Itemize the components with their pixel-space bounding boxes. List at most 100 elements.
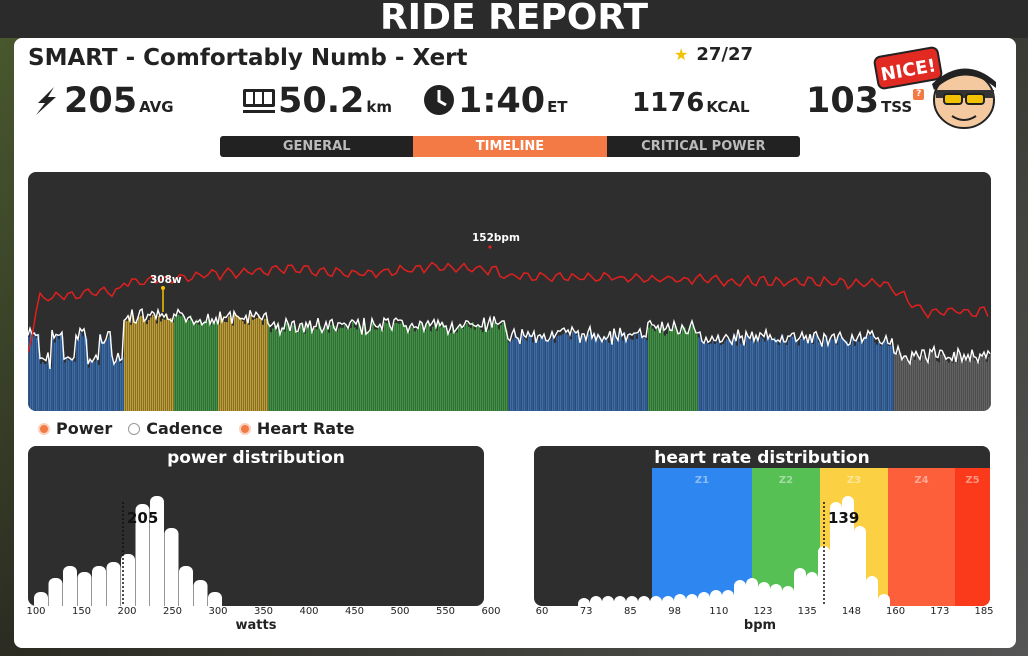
timeline-plot: 308w 152bpm: [28, 232, 991, 411]
axis-tick: 160: [886, 606, 906, 617]
power-dist-bar: [34, 592, 48, 606]
axis-tick: 500: [390, 606, 410, 617]
axis-tick: 400: [299, 606, 319, 617]
hr-dist-bar: [722, 590, 734, 606]
time-value: 1:40: [458, 81, 546, 121]
clock-icon: [424, 85, 454, 115]
axis-tick: 135: [797, 606, 817, 617]
hr-zone-label: Z4: [914, 475, 928, 486]
axis-tick: 85: [624, 606, 637, 617]
power-toggle-icon: [38, 422, 50, 435]
hr-dist-bar: [662, 596, 674, 606]
power-axis-label: watts: [235, 618, 277, 633]
axis-tick: 60: [535, 606, 549, 617]
hr-dist-bar: [602, 596, 614, 606]
tss-stat: 103 TSS ?: [806, 80, 925, 121]
axis-tick: 300: [208, 606, 228, 617]
hr-dist-bar: [830, 502, 842, 606]
cadence-toggle-icon: [128, 422, 141, 435]
power-dist-bar: [121, 554, 135, 606]
legend-cadence[interactable]: Cadence: [128, 419, 223, 438]
hr-dist-bar: [746, 578, 758, 606]
tss-value: 103: [806, 81, 880, 121]
power-avg-label: 205: [127, 509, 158, 527]
power-dist-bar: [92, 566, 106, 606]
cadence-line: [28, 307, 991, 370]
heart-rate-line: [28, 261, 989, 353]
hr-dist-bar: [710, 590, 722, 606]
hr-dist-bar: [578, 598, 590, 606]
tab-general[interactable]: GENERAL: [220, 136, 414, 157]
axis-tick: 110: [709, 606, 729, 617]
axis-tick: 550: [435, 606, 456, 617]
hr-dist-bar: [782, 586, 794, 606]
power-peak-label: 308w: [150, 274, 182, 286]
lightning-icon: [36, 87, 56, 115]
axis-tick: 200: [117, 606, 137, 617]
page-title: RIDE REPORT: [379, 0, 649, 38]
power-distribution-chart: 205 power distribution: [28, 446, 484, 606]
axis-tick: 600: [481, 606, 501, 617]
axis-tick: 73: [579, 606, 593, 617]
power-distribution-plot: 205: [34, 496, 222, 606]
timeline-chart: 308w 152bpm: [28, 172, 991, 411]
power-axis: 100 150 200 250 300 350 400 450 500 550 600: [26, 606, 500, 620]
hr-dist-bar: [686, 594, 698, 606]
hr-zone-label: Z5: [965, 475, 979, 486]
distance-stat: 50.2 km: [242, 80, 392, 120]
hr-zone-z4: [888, 468, 955, 606]
workout-title: SMART - Comfortably Numb - Xert: [28, 45, 468, 71]
hr-dist-bar: [650, 596, 662, 606]
distance-value: 50.2: [278, 81, 365, 121]
axis-tick: 250: [162, 606, 183, 617]
hr-dist-bar: [842, 496, 854, 606]
hr-dist-bar: [770, 584, 782, 606]
hr-dist-bar: [806, 572, 818, 606]
axis-tick: 350: [253, 606, 274, 617]
heart-rate-distribution-chart: Z1 Z2 Z3 Z4 Z5 139 heart rate distribution: [534, 446, 990, 606]
axis-tick: 150: [71, 606, 92, 617]
hr-dist-bar: [698, 592, 710, 606]
hr-zone-z5: [955, 468, 990, 606]
legend-heart-rate[interactable]: Heart Rate: [238, 419, 355, 438]
axis-tick: 100: [26, 606, 46, 617]
avg-power-value: 205: [64, 81, 138, 121]
heart-rate-toggle-icon: [238, 422, 251, 435]
power-dist-bar: [77, 572, 92, 606]
title-bar: RIDE REPORT: [0, 0, 1028, 38]
tab-critical-power[interactable]: CRITICAL POWER: [606, 136, 800, 157]
power-dist-bar: [135, 504, 150, 606]
star-icon: ★: [674, 45, 689, 64]
heart-rate-distribution-plot: Z1 Z2 Z3 Z4 Z5 139: [578, 468, 990, 606]
calories-value: 1176: [632, 88, 705, 118]
hr-dist-bar: [878, 594, 890, 606]
hr-dist-bar: [614, 596, 626, 606]
hr-dist-bar: [854, 526, 866, 606]
axis-tick: 123: [753, 606, 773, 617]
time-stat: 1:40 ET: [422, 80, 568, 120]
avg-power-unit: AVG: [139, 98, 174, 116]
hr-dist-bar: [866, 576, 878, 606]
hr-dist-bar: [590, 596, 602, 606]
axis-tick: 148: [841, 606, 861, 617]
power-dist-bar: [208, 592, 222, 606]
hr-axis: 60 73 85 98 110 123 135 148 160 173 185: [534, 606, 994, 620]
report-panel: SMART - Comfortably Numb - Xert ★ 27/27 2…: [14, 38, 1016, 648]
hr-axis-label: bpm: [743, 618, 777, 633]
avg-power-stat: 205 AVG: [28, 80, 174, 120]
axis-tick: 450: [344, 606, 365, 617]
hr-zone-label: Z2: [779, 475, 793, 486]
axis-tick: 185: [974, 606, 994, 617]
tab-timeline[interactable]: TIMELINE: [413, 136, 607, 157]
nice-avatar-badge: NICE!: [873, 46, 996, 129]
power-dist-bar: [164, 528, 179, 606]
hr-avg-label: 139: [828, 509, 859, 527]
legend-power[interactable]: Power: [38, 419, 112, 438]
tss-unit: TSS: [881, 98, 913, 116]
axis-tick: 98: [668, 606, 681, 617]
tss-help-icon[interactable]: ?: [913, 89, 925, 100]
power-dist-bar: [106, 562, 121, 606]
hr-dist-bar: [626, 596, 638, 606]
chart-legend: Power Cadence Heart Rate: [38, 419, 355, 438]
hr-zone-label: Z3: [847, 475, 861, 486]
